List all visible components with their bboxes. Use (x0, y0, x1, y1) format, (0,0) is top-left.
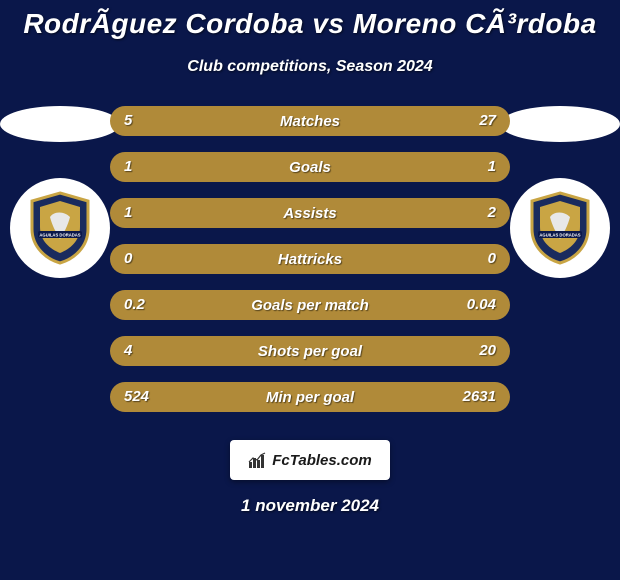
shield-icon: AGUILAS DORADAS (28, 191, 92, 265)
comparison-card: RodrÃ­guez Cordoba vs Moreno CÃ³rdoba Cl… (0, 0, 620, 580)
left-team-name: AGUILAS DORADAS (39, 233, 80, 238)
right-player-column: AGUILAS DORADAS (500, 106, 620, 278)
stat-row: 1 Assists 2 (110, 198, 510, 228)
stat-row: 4 Shots per goal 20 (110, 336, 510, 366)
stat-label: Matches (280, 113, 340, 130)
page-title: RodrÃ­guez Cordoba vs Moreno CÃ³rdoba (0, 0, 620, 40)
stat-label: Shots per goal (258, 343, 362, 360)
date-label: 1 november 2024 (0, 496, 620, 516)
stat-label: Goals per match (251, 297, 369, 314)
stat-left-value: 5 (124, 106, 132, 136)
left-player-column: AGUILAS DORADAS (0, 106, 120, 278)
left-player-photo-placeholder (0, 106, 120, 142)
stat-row: 5 Matches 27 (110, 106, 510, 136)
stat-left-value: 1 (124, 198, 132, 228)
stat-left-value: 524 (124, 382, 149, 412)
stat-right-value: 2 (488, 198, 496, 228)
shield-icon: AGUILAS DORADAS (528, 191, 592, 265)
stat-right-value: 0.04 (467, 290, 496, 320)
stat-left-value: 0 (124, 244, 132, 274)
content-row: AGUILAS DORADAS AGUILAS DORADAS 5 Matches… (0, 106, 620, 436)
page-subtitle: Club competitions, Season 2024 (0, 58, 620, 76)
stat-left-value: 1 (124, 152, 132, 182)
stat-label: Hattricks (278, 251, 342, 268)
stat-label: Min per goal (266, 389, 354, 406)
stat-row: 0.2 Goals per match 0.04 (110, 290, 510, 320)
stats-table: 5Matches271Goals11Assists20Hattricks00.2… (110, 106, 510, 428)
stat-row: 1 Goals 1 (110, 152, 510, 182)
stat-label: Assists (283, 205, 336, 222)
brand-label: FcTables.com (272, 452, 371, 469)
stat-right-value: 2631 (463, 382, 496, 412)
stat-right-value: 27 (479, 106, 496, 136)
bar-chart-icon (248, 451, 266, 469)
stat-left-value: 4 (124, 336, 132, 366)
stat-right-value: 1 (488, 152, 496, 182)
stat-left-value: 0.2 (124, 290, 145, 320)
stat-row: 524 Min per goal 2631 (110, 382, 510, 412)
right-player-photo-placeholder (500, 106, 620, 142)
stat-right-value: 0 (488, 244, 496, 274)
right-team-badge: AGUILAS DORADAS (510, 178, 610, 278)
brand-pill[interactable]: FcTables.com (230, 440, 390, 480)
left-team-badge: AGUILAS DORADAS (10, 178, 110, 278)
stat-row: 0 Hattricks 0 (110, 244, 510, 274)
right-team-name: AGUILAS DORADAS (539, 233, 580, 238)
stat-right-value: 20 (479, 336, 496, 366)
stat-label: Goals (289, 159, 331, 176)
